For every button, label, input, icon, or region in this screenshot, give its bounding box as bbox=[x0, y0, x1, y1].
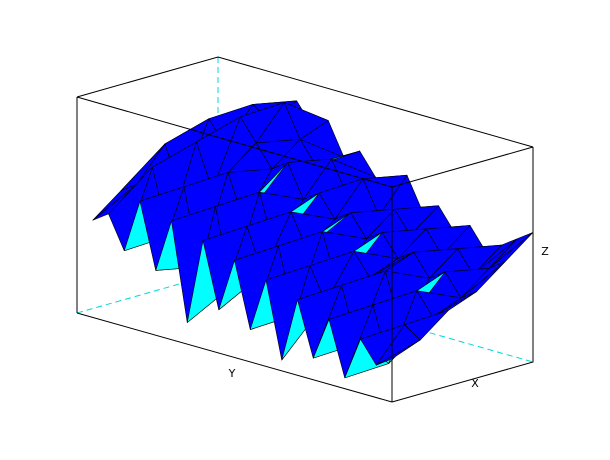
box-edge bbox=[76, 312, 393, 403]
box-edge bbox=[391, 147, 534, 403]
surface-facet bbox=[375, 339, 421, 366]
box bbox=[76, 56, 534, 403]
surface-facet bbox=[360, 324, 405, 366]
surface-facet bbox=[297, 285, 342, 359]
surface bbox=[92, 100, 534, 379]
z-axis-label: Z bbox=[541, 245, 549, 258]
x-axis-label: X bbox=[471, 377, 479, 390]
box-edge bbox=[76, 96, 534, 188]
box-edge bbox=[76, 56, 534, 148]
y-axis-label: Y bbox=[228, 367, 236, 380]
surface-facet bbox=[328, 304, 374, 379]
